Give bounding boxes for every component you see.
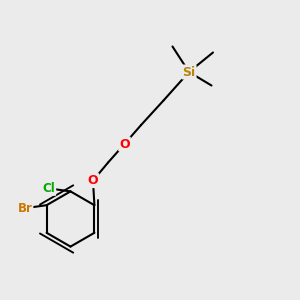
Text: Si: Si [182,65,196,79]
Text: O: O [88,174,98,187]
Text: Cl: Cl [43,182,55,195]
Text: O: O [119,137,130,151]
Text: Br: Br [18,202,32,215]
